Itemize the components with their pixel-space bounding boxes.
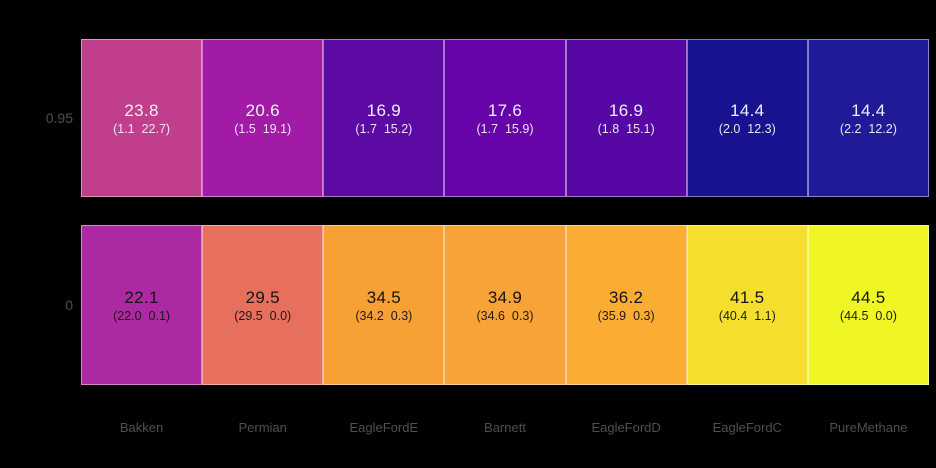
cell-subvalue: (1.7 15.2) <box>355 121 413 136</box>
cell-subvalue: (1.5 19.1) <box>234 121 292 136</box>
cell-value: 20.6 <box>245 100 280 120</box>
x-tick-label-eagleforde: EagleFordE <box>349 420 419 435</box>
y-tick-label-0.95: 0.95 <box>45 110 73 126</box>
cell-subvalue: (34.6 0.3) <box>476 308 534 323</box>
cell-subvalue: (34.2 0.3) <box>355 308 413 323</box>
x-axis-labels: Bakken Permian EagleFordE Barnett EagleF… <box>81 420 929 435</box>
cell-subvalue: (44.5 0.0) <box>839 308 897 323</box>
heatmap-cell-eagleforde-0.95: 16.9 (1.7 15.2) <box>323 39 445 197</box>
heatmap-cell-eaglefordc-0.95: 14.4 (2.0 12.3) <box>686 39 808 197</box>
cell-subvalue: (1.8 15.1) <box>597 121 655 136</box>
cell-value: 36.2 <box>608 287 644 307</box>
cell-value: 34.5 <box>366 287 401 307</box>
cell-subvalue: (29.5 0.0) <box>234 308 292 323</box>
heatmap-cell-puremethane-0: 44.5 (44.5 0.0) <box>807 225 929 385</box>
cell-value: 23.8 <box>124 100 159 120</box>
cell-subvalue: (1.7 15.9) <box>476 121 534 136</box>
cell-value: 41.5 <box>730 287 765 307</box>
cell-subvalue: (22.0 0.1) <box>113 308 171 323</box>
heatmap-cell-eagleforde-0: 34.5 (34.2 0.3) <box>323 225 445 385</box>
cell-subvalue: (2.0 12.3) <box>718 121 776 136</box>
cell-subvalue: (1.1 22.7) <box>113 121 171 136</box>
heatmap-cell-puremethane-0.95: 14.4 (2.2 12.2) <box>807 39 929 197</box>
x-tick-label-bakken: Bakken <box>119 420 164 435</box>
cell-value: 16.9 <box>366 100 401 120</box>
heatmap-cell-eaglefordc-0: 41.5 (40.4 1.1) <box>686 225 808 385</box>
heatmap-cell-eaglefordd-0.95: 16.9 (1.8 15.1) <box>565 39 687 197</box>
y-tick-label-0: 0 <box>65 297 73 313</box>
heatmap-row-0.95: 23.8 (1.1 22.7) 20.6 (1.5 19.1) 16.9 (1.… <box>81 39 929 197</box>
cell-subvalue: (35.9 0.3) <box>597 308 655 323</box>
cell-value: 14.4 <box>851 100 886 120</box>
heatmap-cell-bakken-0.95: 23.8 (1.1 22.7) <box>81 39 203 197</box>
cell-value: 29.5 <box>245 287 280 307</box>
x-tick-label-eaglefordc: EagleFordC <box>712 420 782 435</box>
cell-value: 34.9 <box>487 287 523 307</box>
x-tick-label-barnett: Barnett <box>484 420 526 435</box>
heatmap-row-0: 22.1 (22.0 0.1) 29.5 (29.5 0.0) 34.5 (34… <box>81 225 929 385</box>
heatmap-cell-bakken-0: 22.1 (22.0 0.1) <box>81 225 203 385</box>
heatmap-cell-permian-0.95: 20.6 (1.5 19.1) <box>202 39 324 197</box>
heatmap-cell-barnett-0.95: 17.6 (1.7 15.9) <box>444 39 566 197</box>
cell-value: 44.5 <box>851 287 886 307</box>
cell-value: 14.4 <box>730 100 765 120</box>
cell-value: 22.1 <box>124 287 159 307</box>
cell-subvalue: (2.2 12.2) <box>839 121 897 136</box>
heatmap-cell-eaglefordd-0: 36.2 (35.9 0.3) <box>565 225 687 385</box>
cell-subvalue: (40.4 1.1) <box>718 308 776 323</box>
heatmap-cell-permian-0: 29.5 (29.5 0.0) <box>202 225 324 385</box>
heatmap-cell-barnett-0: 34.9 (34.6 0.3) <box>444 225 566 385</box>
x-tick-label-puremethane: PureMethane <box>829 420 908 435</box>
cell-value: 17.6 <box>487 100 523 120</box>
x-tick-label-eaglefordd: EagleFordD <box>591 420 661 435</box>
cell-value: 16.9 <box>608 100 644 120</box>
x-tick-label-permian: Permian <box>238 420 287 435</box>
